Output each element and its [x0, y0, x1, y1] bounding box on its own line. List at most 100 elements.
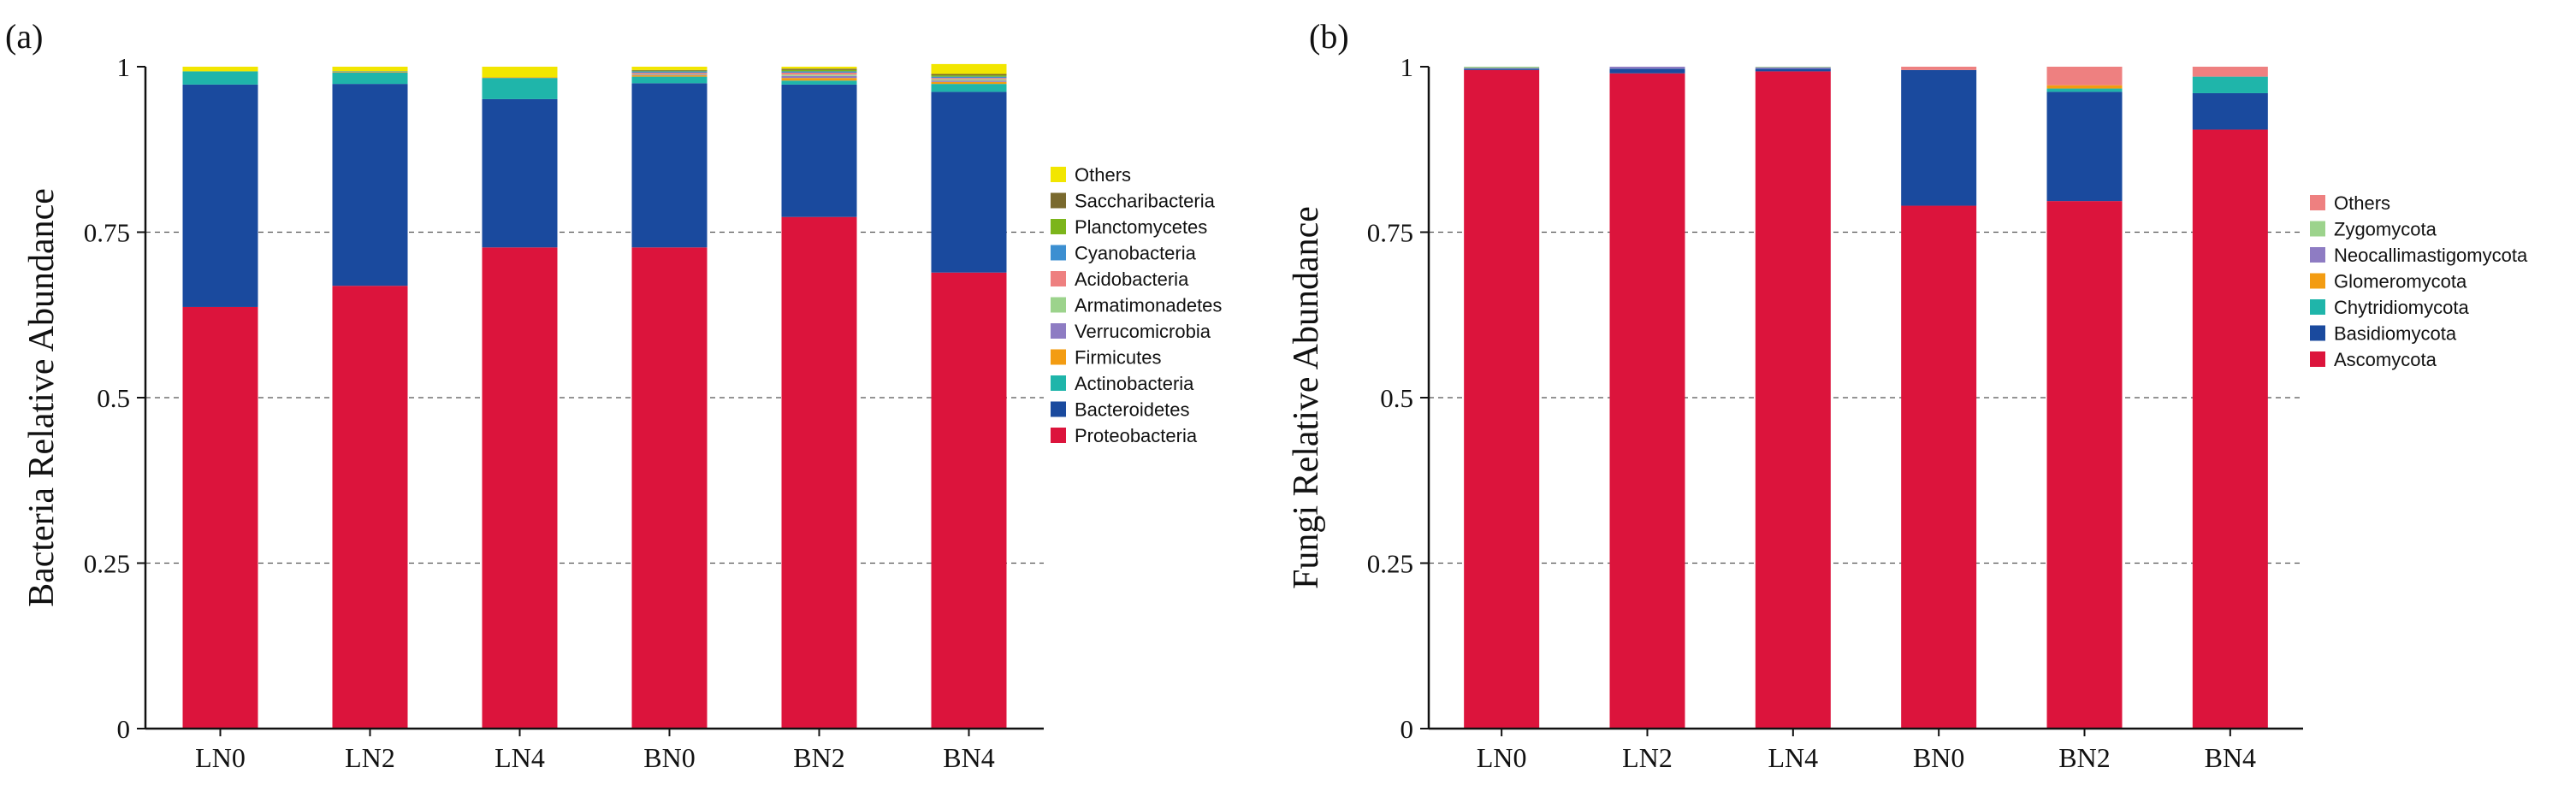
- legend-label: Saccharibacteria: [1075, 191, 1216, 212]
- x-tick-label-ln0: LN0: [195, 742, 246, 773]
- legend-swatch: [1051, 428, 1066, 443]
- x-tick-label-ln2: LN2: [345, 742, 395, 773]
- bar-segment-bn0-others: [1901, 67, 1977, 70]
- bar-segment-bn0-actinobacteria: [631, 76, 708, 84]
- x-tick-label-ln4: LN4: [494, 742, 545, 773]
- bar-segment-bn2-planctomycetes: [781, 69, 857, 72]
- legend-label: Bacteroidetes: [1075, 399, 1190, 421]
- bar-segment-ln2-bacteroidetes: [332, 84, 408, 286]
- y-tick-label: 0: [1401, 714, 1414, 744]
- legend-swatch: [1051, 375, 1066, 391]
- y-tick-label: 0.5: [1380, 383, 1413, 413]
- bar-segment-ln4-basidiomycota: [1755, 68, 1831, 72]
- bar-segment-bn0-basidiomycota: [1901, 69, 1977, 206]
- bar-segment-bn0-acidobacteria: [631, 72, 708, 74]
- bar-segment-bn4-basidiomycota: [2192, 92, 2268, 130]
- bar-segment-ln0-ascomycota: [1464, 69, 1540, 729]
- legend-label: Basidiomycota: [2334, 323, 2457, 345]
- x-tick-label-bn4: BN4: [2205, 742, 2256, 773]
- bar-segment-bn2-cyanobacteria: [781, 71, 857, 73]
- bar-segment-ln4-bacteroidetes: [482, 98, 558, 248]
- legend-label: Armatimonadetes: [1075, 295, 1222, 316]
- legend-label: Cyanobacteria: [1075, 243, 1197, 264]
- bar-segment-ln2-ascomycota: [1609, 73, 1685, 729]
- bar-segment-bn0-cyanobacteria: [631, 71, 708, 73]
- legend-swatch: [2310, 273, 2325, 289]
- bar-segment-bn4-firmicutes: [931, 81, 1007, 85]
- y-tick-label: 0.25: [84, 549, 130, 579]
- legend-item-bacteroidetes: Bacteroidetes: [1051, 399, 1190, 421]
- bar-segment-bn4-others: [2192, 67, 2268, 77]
- bar-segment-ln2-others: [332, 67, 408, 72]
- legend-item-zygomycota: Zygomycota: [2310, 219, 2437, 240]
- bar-segment-ln4-ascomycota: [1755, 71, 1831, 729]
- legend-swatch: [2310, 299, 2325, 315]
- legend-label: Proteobacteria: [1075, 425, 1198, 446]
- bar-segment-bn4-others: [931, 63, 1007, 74]
- legend-label: Others: [2334, 192, 2390, 214]
- bar-segment-bn4-ascomycota: [2192, 129, 2268, 729]
- bar-segment-bn2-proteobacteria: [781, 216, 857, 729]
- bar-segment-bn2-glomeromycota: [2046, 85, 2123, 89]
- legend-a: Others Saccharibacteria Planctomycetes Cyan…: [1051, 164, 1222, 446]
- bar-segment-bn2-others: [781, 67, 857, 69]
- y-tick-label: 0.75: [1367, 218, 1413, 248]
- bar-segment-bn4-cyanobacteria: [931, 76, 1007, 79]
- legend-item-acidobacteria: Acidobacteria: [1051, 269, 1189, 290]
- bar-segment-bn4-actinobacteria: [931, 84, 1007, 92]
- bar-segment-ln2-firmicutes: [332, 72, 408, 73]
- legend-label: Verrucomicrobia: [1075, 321, 1211, 342]
- bar-segment-ln4-neocallimastigomycota: [1755, 67, 1831, 69]
- legend-swatch: [1051, 297, 1066, 313]
- legend-label: Firmicutes: [1075, 347, 1161, 369]
- x-tick-label-bn2: BN2: [793, 742, 844, 773]
- legend-item-glomeromycota: Glomeromycota: [2310, 271, 2467, 292]
- legend-swatch: [1051, 192, 1066, 209]
- legend-swatch: [1051, 401, 1066, 417]
- bar-segment-bn0-planctomycetes: [631, 70, 708, 72]
- legend-swatch: [1051, 349, 1066, 365]
- bar-segment-bn0-firmicutes: [631, 75, 708, 77]
- panel-label-b: (b): [1309, 17, 1349, 56]
- bar-segment-bn0-proteobacteria: [631, 247, 708, 729]
- legend-label: Ascomycota: [2334, 349, 2437, 370]
- legend-item-actinobacteria: Actinobacteria: [1051, 373, 1194, 394]
- bar-segment-bn4-proteobacteria: [931, 272, 1007, 729]
- legend-swatch: [2310, 221, 2325, 237]
- bar-segment-ln2-basidiomycota: [1609, 68, 1685, 74]
- bar-segment-ln4-others: [482, 67, 558, 78]
- bar-segment-bn2-actinobacteria: [781, 80, 857, 85]
- bar-segment-bn2-armatimonadetes: [781, 74, 857, 76]
- bar-segment-bn2-bacteroidetes: [781, 84, 857, 217]
- legend-swatch: [1051, 245, 1066, 261]
- y-tick-label: 1: [117, 52, 131, 82]
- legend-b: Others Zygomycota Neocallimastigomycota Glo…: [2310, 192, 2528, 370]
- legend-item-proteobacteria: Proteobacteria: [1051, 425, 1198, 446]
- bar-segment-ln4-zygomycota: [1755, 67, 1831, 68]
- legend-item-cyanobacteria: Cyanobacteria: [1051, 243, 1197, 264]
- legend-item-others: Others: [2310, 192, 2390, 214]
- legend-swatch: [2310, 195, 2325, 210]
- legend-label: Chytridiomycota: [2334, 297, 2469, 318]
- bar-segment-bn2-firmicutes: [781, 78, 857, 81]
- y-tick-label: 0.25: [1367, 549, 1413, 579]
- legend-label: Neocallimastigomycota: [2334, 245, 2528, 266]
- bar-segment-bn0-armatimonadetes: [631, 74, 708, 75]
- bar-segment-bn4-chytridiomycota: [2192, 76, 2268, 93]
- legend-swatch: [2310, 247, 2325, 263]
- legend-label: Planctomycetes: [1075, 216, 1207, 238]
- bar-segment-bn4-armatimonadetes: [931, 79, 1007, 81]
- bar-segment-bn4-bacteroidetes: [931, 92, 1007, 273]
- legend-swatch: [2310, 325, 2325, 341]
- legend-item-saccharibacteria: Saccharibacteria: [1051, 191, 1216, 212]
- bar-segment-bn2-chytridiomycota: [2046, 88, 2123, 92]
- legend-item-chytridiomycota: Chytridiomycota: [2310, 297, 2469, 318]
- legend-swatch: [2310, 351, 2325, 367]
- bar-segment-bn2-acidobacteria: [781, 72, 857, 75]
- bar-segment-bn0-ascomycota: [1901, 205, 1977, 729]
- bar-segment-bn0-verrucomicrobia: [631, 74, 708, 76]
- legend-item-firmicutes: Firmicutes: [1051, 347, 1161, 369]
- legend-label: Zygomycota: [2334, 219, 2437, 240]
- bar-segment-bn4-planctomycetes: [931, 75, 1007, 77]
- x-tick-label-bn0: BN0: [643, 742, 695, 773]
